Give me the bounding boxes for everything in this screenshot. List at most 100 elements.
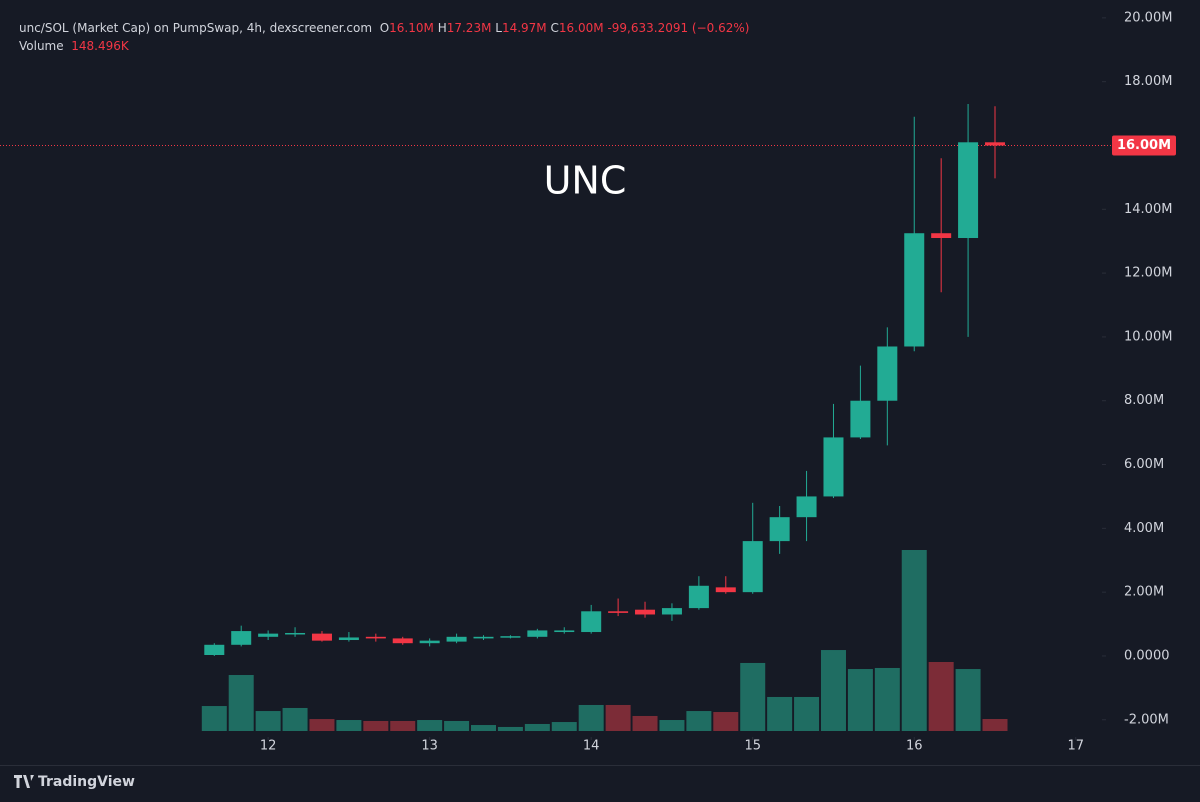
candle-body xyxy=(285,632,306,635)
volume-bar xyxy=(390,720,416,731)
candle-body xyxy=(338,637,359,641)
x-tick-label: 12 xyxy=(260,739,277,754)
ohlc-value: 14.97M xyxy=(501,21,547,35)
volume-bar xyxy=(632,715,658,731)
last-price-label: 16.00M xyxy=(1117,138,1171,153)
candle-body xyxy=(392,638,413,644)
volume-bar xyxy=(282,707,308,731)
volume-bar xyxy=(686,711,712,731)
candle-body xyxy=(688,585,709,609)
candle-body xyxy=(500,636,521,638)
y-tick-label: 6.00M xyxy=(1124,457,1164,472)
ohlc-value: 16.00M xyxy=(558,21,604,35)
x-tick-label: 17 xyxy=(1067,739,1084,754)
ohlc-row: unc/SOL (Market Cap) on PumpSwap, 4h, de… xyxy=(19,19,749,37)
symbol: unc/SOL (Market Cap) on PumpSwap, 4h, de… xyxy=(19,21,373,35)
candle-body xyxy=(365,636,386,639)
volume-bar xyxy=(982,719,1008,731)
volume-bar xyxy=(551,722,577,731)
volume-bar xyxy=(659,720,685,731)
volume-bar xyxy=(497,726,523,731)
y-tick-label: 0.0000 xyxy=(1124,648,1170,663)
candle-body xyxy=(581,611,602,633)
candle-body xyxy=(931,233,952,239)
y-tick-label: 18.00M xyxy=(1124,74,1172,89)
candle-body xyxy=(231,631,252,645)
candle-body xyxy=(419,640,440,644)
candle-body xyxy=(823,437,844,497)
candle-body xyxy=(311,633,332,641)
footer: TradingView xyxy=(14,774,135,790)
volume-bar xyxy=(874,667,900,731)
last-price-badge xyxy=(1112,135,1176,156)
y-tick-label: 14.00M xyxy=(1124,202,1172,217)
volume-bar xyxy=(847,669,873,731)
y-tick-label: -2.00M xyxy=(1124,712,1169,727)
candle-body xyxy=(796,496,817,518)
volume-bar xyxy=(901,550,927,731)
volume-bar xyxy=(605,704,631,731)
legend: unc/SOL (Market Cap) on PumpSwap, 4h, de… xyxy=(19,19,749,55)
volume-bar xyxy=(336,720,362,731)
candle-body xyxy=(769,517,790,542)
volume-bar xyxy=(955,669,981,731)
ohlc-key: C xyxy=(550,21,559,35)
candle-body xyxy=(661,608,682,615)
volume-bar xyxy=(928,661,954,731)
y-tick-label: 8.00M xyxy=(1124,393,1164,408)
candle-body xyxy=(527,630,548,637)
ohlc-value: 16.10M xyxy=(389,21,434,35)
candle-body xyxy=(742,541,763,593)
candle-body xyxy=(635,609,656,615)
volume-bar xyxy=(417,720,443,731)
candle-body xyxy=(850,400,871,438)
volume-bar xyxy=(228,675,254,731)
ohlc: O16.10M H17.23M L14.97M C16.00M xyxy=(380,21,608,35)
x-tick-label: 13 xyxy=(421,739,438,754)
volume-bar xyxy=(767,696,793,731)
x-tick-label: 15 xyxy=(744,739,761,754)
ohlc-value: 17.23M xyxy=(446,21,492,35)
candle-body xyxy=(446,636,467,642)
candle-body xyxy=(715,587,736,593)
volume-value: 148.496K xyxy=(71,39,129,53)
volume-bar xyxy=(740,662,766,731)
candle-body xyxy=(258,633,279,637)
volume-row: Volume 148.496K xyxy=(19,37,749,55)
volume-bar xyxy=(444,720,470,731)
volume-bar xyxy=(820,650,846,731)
volume-title: Volume xyxy=(19,39,64,53)
y-tick-label: 10.00M xyxy=(1124,329,1172,344)
ohlc-key: L xyxy=(495,21,502,35)
volume-bar xyxy=(470,725,496,731)
x-tick-label: 16 xyxy=(906,739,923,754)
chart-background xyxy=(0,0,1200,765)
logo xyxy=(14,775,34,788)
candle-body xyxy=(473,636,494,639)
brand: TradingView xyxy=(38,774,135,790)
annotation: UNC xyxy=(544,159,627,203)
volume-bar xyxy=(201,706,227,731)
y-tick-label: 4.00M xyxy=(1124,521,1164,536)
candle-body xyxy=(877,346,898,401)
candle-body xyxy=(204,644,225,656)
volume-bar xyxy=(713,712,739,731)
candle-body xyxy=(554,630,575,633)
y-tick-label: 20.00M xyxy=(1124,10,1172,25)
candle-body xyxy=(958,142,979,239)
volume-bar xyxy=(794,696,820,731)
y-tick-label: 2.00M xyxy=(1124,585,1164,600)
y-tick-label: 12.00M xyxy=(1124,266,1172,281)
change: -99,633.2091 (−0.62%) xyxy=(607,21,750,35)
candle-body xyxy=(608,611,629,613)
volume-bar xyxy=(309,719,335,731)
volume-bar xyxy=(578,704,604,731)
volume-bar xyxy=(363,720,389,731)
volume-bar xyxy=(524,723,550,731)
candle-body xyxy=(985,142,1006,146)
ohlc-key: O xyxy=(379,21,390,35)
ohlc-key: H xyxy=(437,21,447,35)
x-tick-label: 14 xyxy=(583,739,600,754)
